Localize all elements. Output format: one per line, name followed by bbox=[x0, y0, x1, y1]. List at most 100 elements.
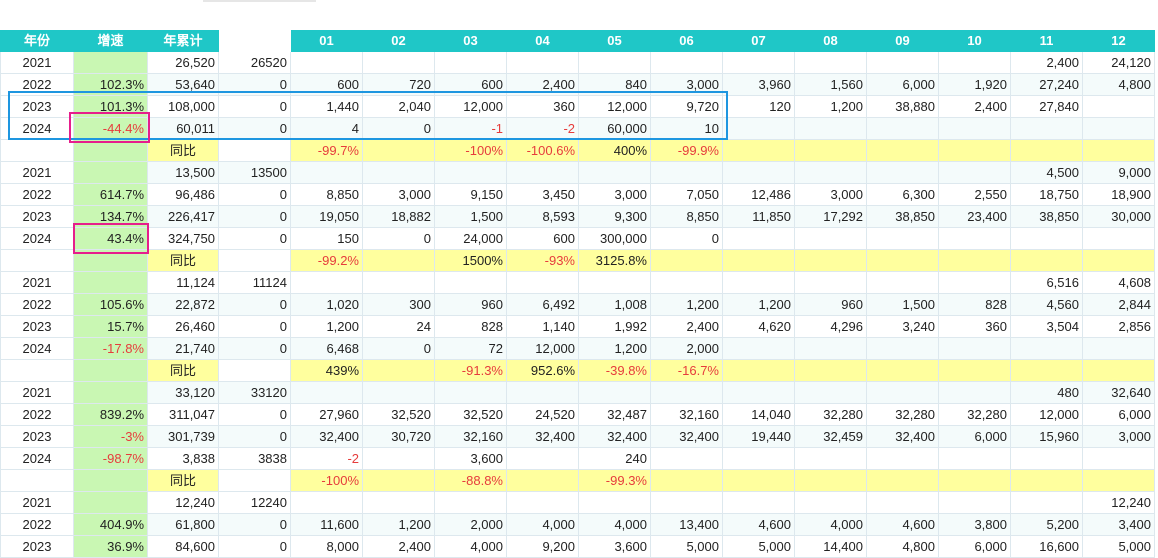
yoy-cell[interactable] bbox=[1082, 249, 1155, 272]
header-month-08[interactable]: 08 bbox=[794, 30, 867, 52]
cell-month[interactable]: 19,440 bbox=[722, 425, 795, 448]
cell-month[interactable]: -1 bbox=[434, 117, 507, 140]
header-month-01[interactable]: 01 bbox=[290, 30, 363, 52]
cell-year[interactable]: 2021 bbox=[0, 271, 74, 294]
cell-extra[interactable]: 0 bbox=[218, 73, 291, 96]
cell-month[interactable] bbox=[506, 381, 579, 404]
cell-month[interactable]: 32,400 bbox=[650, 425, 723, 448]
cell-growth[interactable]: -3% bbox=[73, 425, 148, 448]
cell-month[interactable] bbox=[722, 491, 795, 514]
cell-month[interactable] bbox=[650, 447, 723, 470]
cell-cumulative[interactable]: 53,640 bbox=[147, 73, 219, 96]
yoy-cell[interactable] bbox=[1082, 359, 1155, 382]
cell-month[interactable] bbox=[938, 491, 1011, 514]
cell-year[interactable]: 2022 bbox=[0, 73, 74, 96]
cell-month[interactable]: 32,400 bbox=[290, 425, 363, 448]
cell-month[interactable]: 6,000 bbox=[1082, 403, 1155, 426]
cell-month[interactable]: 6,492 bbox=[506, 293, 579, 316]
yoy-cell[interactable] bbox=[722, 249, 795, 272]
cell-month[interactable]: 24 bbox=[362, 315, 435, 338]
cell-year[interactable]: 2024 bbox=[0, 447, 74, 470]
cell-month[interactable]: 12,000 bbox=[506, 337, 579, 360]
cell-month[interactable]: 3,960 bbox=[722, 73, 795, 96]
cell-month[interactable]: 19,050 bbox=[290, 205, 363, 228]
cell-growth[interactable] bbox=[73, 359, 148, 382]
cell-month[interactable]: 120 bbox=[722, 95, 795, 118]
cell-month[interactable]: 32,487 bbox=[578, 403, 651, 426]
cell-month[interactable]: 60,000 bbox=[578, 117, 651, 140]
cell-cumulative[interactable]: 12,240 bbox=[147, 491, 219, 514]
cell-month[interactable]: 2,000 bbox=[434, 513, 507, 536]
yoy-label[interactable]: 同比 bbox=[147, 249, 219, 272]
header-growth[interactable]: 增速 bbox=[73, 30, 148, 52]
cell-month[interactable]: 32,520 bbox=[362, 403, 435, 426]
cell-month[interactable]: 1,920 bbox=[938, 73, 1011, 96]
yoy-cell[interactable] bbox=[794, 359, 867, 382]
cell-month[interactable]: 4,000 bbox=[794, 513, 867, 536]
cell-month[interactable] bbox=[794, 381, 867, 404]
cell-extra[interactable]: 0 bbox=[218, 205, 291, 228]
header-year[interactable]: 年份 bbox=[0, 30, 74, 52]
header-month-02[interactable]: 02 bbox=[362, 30, 435, 52]
yoy-cell[interactable]: -99.7% bbox=[290, 139, 363, 162]
cell-month[interactable]: 9,000 bbox=[1082, 161, 1155, 184]
yoy-cell[interactable] bbox=[650, 249, 723, 272]
cell-extra[interactable]: 3838 bbox=[218, 447, 291, 470]
cell-month[interactable]: 2,400 bbox=[1010, 51, 1083, 74]
cell-month[interactable]: 16,600 bbox=[1010, 535, 1083, 558]
yoy-cell[interactable] bbox=[1010, 249, 1083, 272]
cell-month[interactable]: 32,160 bbox=[650, 403, 723, 426]
cell-month[interactable] bbox=[1082, 337, 1155, 360]
cell-year[interactable]: 2023 bbox=[0, 315, 74, 338]
cell-month[interactable]: 4,296 bbox=[794, 315, 867, 338]
cell-extra[interactable]: 33120 bbox=[218, 381, 291, 404]
cell-month[interactable]: 0 bbox=[650, 227, 723, 250]
cell-month[interactable]: 1,140 bbox=[506, 315, 579, 338]
cell-month[interactable] bbox=[866, 161, 939, 184]
cell-month[interactable]: 7,050 bbox=[650, 183, 723, 206]
cell-month[interactable]: 4,000 bbox=[578, 513, 651, 536]
yoy-cell[interactable]: -16.7% bbox=[650, 359, 723, 382]
yoy-label[interactable]: 同比 bbox=[147, 469, 219, 492]
cell-month[interactable]: 24,520 bbox=[506, 403, 579, 426]
cell-year[interactable]: 2022 bbox=[0, 293, 74, 316]
cell-cumulative[interactable]: 13,500 bbox=[147, 161, 219, 184]
cell-month[interactable]: 2,856 bbox=[1082, 315, 1155, 338]
cell-growth[interactable] bbox=[73, 249, 148, 272]
cell-month[interactable]: 2,400 bbox=[362, 535, 435, 558]
cell-month[interactable]: 150 bbox=[290, 227, 363, 250]
yoy-cell[interactable]: -100% bbox=[434, 139, 507, 162]
header-month-07[interactable]: 07 bbox=[722, 30, 795, 52]
cell-month[interactable]: 2,550 bbox=[938, 183, 1011, 206]
cell-extra[interactable]: 0 bbox=[218, 535, 291, 558]
cell-month[interactable] bbox=[938, 117, 1011, 140]
cell-growth[interactable]: 839.2% bbox=[73, 403, 148, 426]
cell-month[interactable]: 1,200 bbox=[794, 95, 867, 118]
cell-cumulative[interactable]: 226,417 bbox=[147, 205, 219, 228]
cell-month[interactable] bbox=[866, 381, 939, 404]
yoy-cell[interactable] bbox=[938, 359, 1011, 382]
cell-month[interactable] bbox=[866, 337, 939, 360]
cell-month[interactable] bbox=[1082, 117, 1155, 140]
yoy-cell[interactable] bbox=[362, 359, 435, 382]
cell-month[interactable] bbox=[434, 161, 507, 184]
cell-month[interactable]: 6,000 bbox=[866, 73, 939, 96]
cell-month[interactable] bbox=[290, 381, 363, 404]
cell-month[interactable]: 6,000 bbox=[938, 535, 1011, 558]
cell-month[interactable] bbox=[1082, 227, 1155, 250]
cell-month[interactable]: 32,280 bbox=[938, 403, 1011, 426]
cell-month[interactable]: 4,608 bbox=[1082, 271, 1155, 294]
cell-extra[interactable]: 0 bbox=[218, 293, 291, 316]
cell-month[interactable]: 0 bbox=[362, 337, 435, 360]
cell-month[interactable] bbox=[794, 447, 867, 470]
cell-month[interactable]: 2,400 bbox=[650, 315, 723, 338]
cell-month[interactable]: 9,720 bbox=[650, 95, 723, 118]
yoy-cell[interactable]: 439% bbox=[290, 359, 363, 382]
yoy-cell[interactable]: 400% bbox=[578, 139, 651, 162]
cell-cumulative[interactable]: 301,739 bbox=[147, 425, 219, 448]
cell-year[interactable]: 2023 bbox=[0, 425, 74, 448]
cell-year[interactable] bbox=[0, 469, 74, 492]
cell-cumulative[interactable]: 26,520 bbox=[147, 51, 219, 74]
yoy-cell[interactable]: -100.6% bbox=[506, 139, 579, 162]
header-month-06[interactable]: 06 bbox=[650, 30, 723, 52]
